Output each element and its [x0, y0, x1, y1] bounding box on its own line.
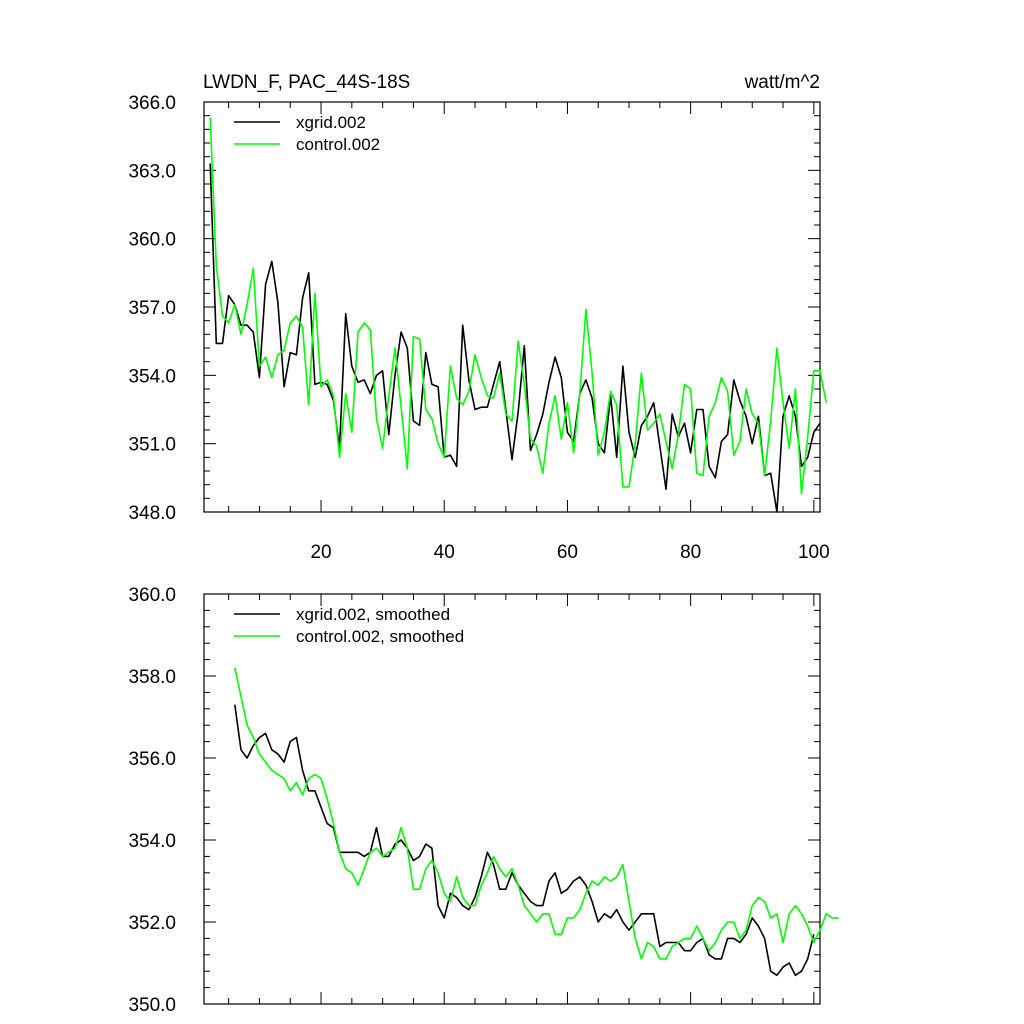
plot-frame — [203, 101, 821, 513]
legend-label: xgrid.002 — [296, 113, 366, 132]
y-tick-label: 354.0 — [128, 366, 176, 387]
y-tick-label: 360.0 — [128, 585, 176, 606]
y-tick-label: 351.0 — [128, 435, 176, 456]
y-tick-label: 348.0 — [128, 503, 176, 524]
y-tick-label: 352.0 — [128, 913, 176, 934]
bottom-plot-panel: 350.0 352.0 354.0 356.0 358.0 360.0 xgrid.002,… — [128, 585, 839, 1016]
y-tick-label: 363.0 — [128, 161, 176, 182]
legend-label: control.002 — [296, 135, 380, 154]
y-tick-label: 366.0 — [128, 93, 176, 114]
y-tick-label: 358.0 — [128, 667, 176, 688]
legend-label: xgrid.002, smoothed — [296, 605, 450, 624]
y-tick-label: 354.0 — [128, 831, 176, 852]
x-tick-label: 20 — [310, 542, 331, 563]
x-tick-label: 100 — [798, 542, 830, 563]
y-tick-label: 350.0 — [128, 995, 176, 1016]
units-label: watt/m^2 — [744, 72, 820, 93]
plot-frame — [203, 593, 821, 1005]
x-tick-label: 60 — [557, 542, 578, 563]
series-line-xgrid — [234, 704, 815, 977]
series-line-control — [209, 117, 827, 495]
y-tick-label: 360.0 — [128, 230, 176, 251]
x-tick-label: 40 — [434, 542, 455, 563]
chart-title: LWDN_F, PAC_44S-18S — [203, 72, 410, 93]
series-line-xgrid — [209, 163, 821, 513]
top-plot-panel: 348.0 351.0 354.0 357.0 360.0 363.0 366.0 20 40 6… — [128, 93, 829, 563]
legend-label: control.002, smoothed — [296, 627, 464, 646]
y-tick-label: 357.0 — [128, 298, 176, 319]
series-line-control — [234, 667, 839, 960]
y-tick-label: 356.0 — [128, 749, 176, 770]
x-tick-label: 80 — [680, 542, 701, 563]
